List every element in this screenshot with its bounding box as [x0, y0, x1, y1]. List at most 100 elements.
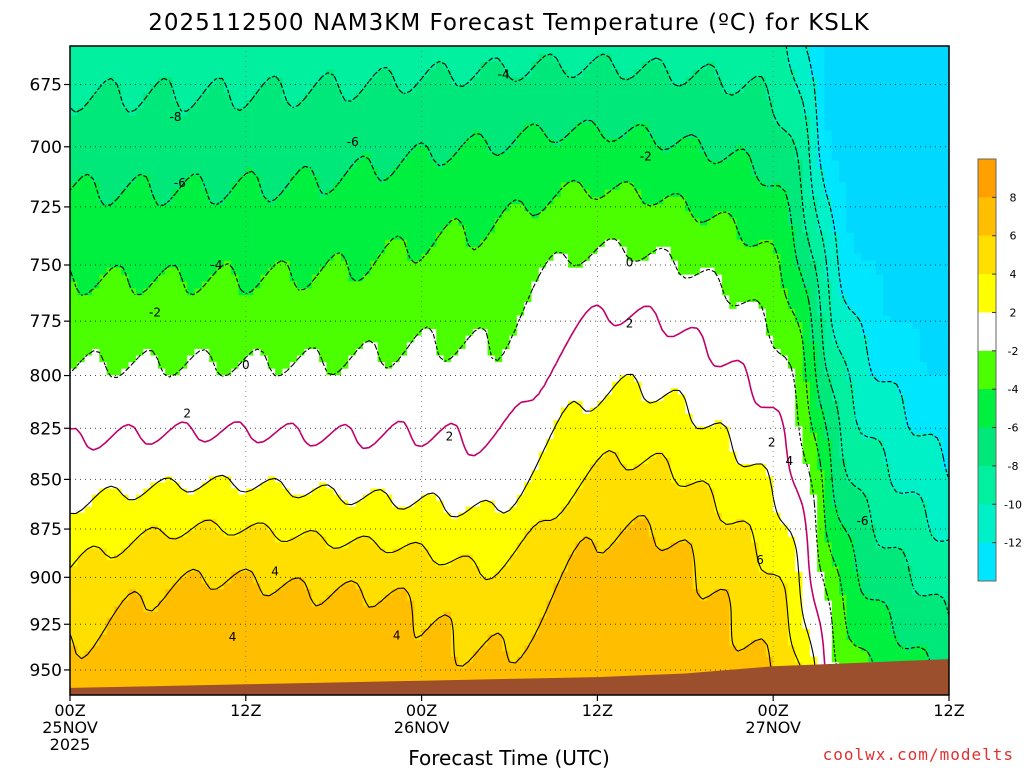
temperature-cell: [465, 335, 474, 343]
temperature-cell: [384, 322, 393, 330]
temperature-cell: [341, 315, 349, 323]
temperature-cell: [809, 61, 818, 71]
temperature-cell: [714, 115, 723, 124]
temperature-cell: [927, 138, 935, 147]
temperature-cell: [377, 130, 386, 139]
temperature-cell: [179, 182, 188, 191]
temperature-cell: [121, 225, 130, 234]
temperature-cell: [853, 85, 862, 94]
temperature-cell: [231, 322, 240, 330]
temperature-cell: [531, 138, 540, 147]
temperature-cell: [267, 153, 276, 162]
temperature-cell: [787, 329, 796, 337]
temperature-cell: [634, 322, 642, 330]
temperature-cell: [817, 85, 826, 94]
temperature-cell: [634, 100, 642, 109]
temperature-cell: [458, 85, 467, 94]
temperature-cell: [289, 308, 298, 317]
temperature-cell: [282, 281, 291, 289]
temperature-cell: [363, 315, 371, 323]
temperature-cell: [84, 308, 93, 317]
temperature-cell: [289, 175, 298, 184]
temperature-cell: [428, 69, 437, 78]
temperature-cell: [641, 145, 650, 154]
temperature-cell: [868, 138, 877, 147]
temperature-cell: [392, 274, 401, 283]
temperature-cell: [721, 232, 730, 241]
temperature-cell: [612, 329, 620, 337]
temperature-cell: [912, 225, 921, 234]
temperature-cell: [809, 160, 818, 169]
temperature-cell: [245, 160, 254, 169]
temperature-cell: [128, 239, 137, 248]
temperature-cell: [927, 218, 935, 227]
temperature-cell: [560, 92, 569, 101]
temperature-cell: [707, 295, 716, 303]
temperature-cell: [853, 160, 862, 169]
temperature-cell: [846, 335, 855, 343]
temperature-cell: [692, 295, 701, 303]
temperature-cell: [568, 274, 577, 283]
temperature-cell: [194, 274, 203, 283]
temperature-cell: [656, 53, 664, 63]
temperature-cell: [839, 92, 848, 101]
temperature-cell: [721, 69, 730, 78]
temperature-cell: [568, 232, 577, 241]
temperature-cell: [773, 295, 782, 303]
temperature-cell: [670, 160, 679, 169]
temperature-cell: [919, 107, 928, 117]
temperature-cell: [99, 182, 108, 191]
temperature-cell: [751, 77, 760, 86]
temperature-cell: [941, 175, 949, 184]
temperature-cell: [238, 302, 247, 310]
temperature-cell: [787, 100, 796, 109]
temperature-cell: [458, 322, 467, 330]
temperature-cell: [113, 267, 122, 276]
temperature-cell: [656, 329, 664, 337]
temperature-cell: [370, 92, 379, 101]
temperature-cell: [135, 153, 144, 162]
temperature-cell: [568, 130, 577, 139]
temperature-cell: [209, 138, 218, 147]
temperature-cell: [392, 182, 401, 191]
temperature-cell: [721, 130, 730, 139]
temperature-cell: [743, 281, 752, 289]
temperature-cell: [692, 182, 701, 191]
temperature-cell: [348, 145, 357, 154]
temperature-cell: [729, 211, 738, 220]
temperature-cell: [875, 153, 884, 162]
temperature-cell: [927, 211, 935, 220]
temperature-cell: [890, 160, 899, 169]
temperature-cell: [626, 274, 635, 283]
temperature-cell: [883, 322, 891, 330]
temperature-cell: [428, 267, 437, 276]
temperature-cell: [311, 315, 320, 323]
temperature-cell: [450, 92, 459, 101]
temperature-cell: [421, 342, 430, 350]
temperature-cell: [751, 107, 760, 117]
temperature-cell: [736, 107, 745, 117]
temperature-cell: [443, 322, 452, 330]
temperature-cell: [912, 295, 921, 303]
temperature-cell: [751, 175, 760, 184]
temperature-cell: [77, 153, 86, 162]
temperature-cell: [179, 167, 188, 176]
temperature-cell: [157, 53, 166, 63]
temperature-cell: [341, 204, 349, 212]
temperature-cell: [575, 189, 584, 198]
temperature-cell: [590, 211, 598, 220]
temperature-cell: [253, 160, 262, 169]
temperature-cell: [135, 281, 144, 289]
temperature-cell: [480, 175, 489, 184]
temperature-cell: [179, 77, 188, 86]
temperature-cell: [802, 322, 811, 330]
temperature-cell: [531, 53, 540, 63]
temperature-cell: [341, 322, 349, 330]
temperature-cell: [172, 329, 181, 337]
temperature-cell: [465, 61, 474, 71]
temperature-cell: [341, 225, 349, 234]
temperature-cell: [897, 61, 906, 71]
temperature-cell: [355, 167, 364, 176]
temperature-cell: [780, 225, 789, 234]
temperature-cell: [289, 204, 298, 212]
